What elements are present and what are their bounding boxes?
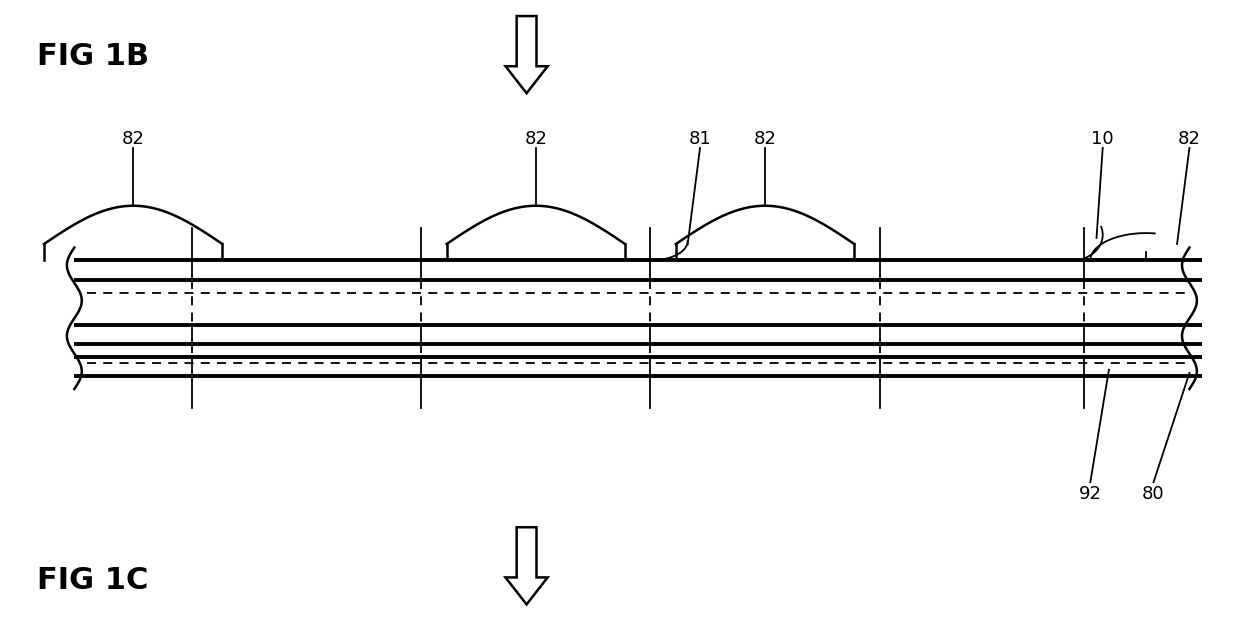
Text: 92: 92 (1079, 485, 1101, 503)
Text: FIG 1C: FIG 1C (37, 566, 149, 595)
Polygon shape (506, 16, 548, 93)
Text: 10: 10 (1092, 130, 1114, 148)
Text: FIG 1B: FIG 1B (37, 42, 149, 71)
Text: 82: 82 (753, 130, 777, 148)
Text: 82: 82 (524, 130, 548, 148)
Text: 80: 80 (1142, 485, 1165, 503)
Text: 81: 81 (689, 130, 711, 148)
Text: 82: 82 (1178, 130, 1201, 148)
Polygon shape (506, 527, 548, 604)
Text: 82: 82 (121, 130, 145, 148)
